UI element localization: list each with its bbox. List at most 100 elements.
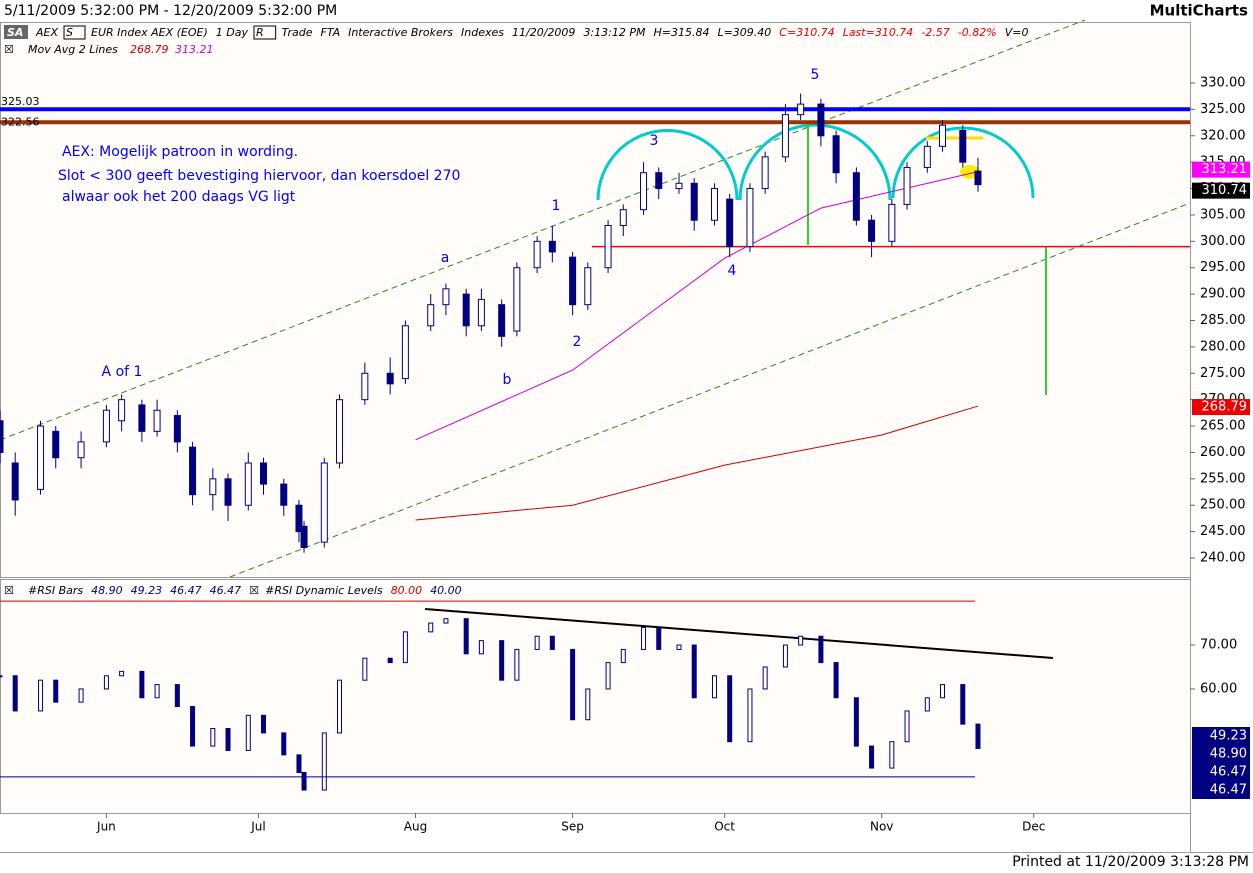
candle-body xyxy=(11,462,19,501)
rsi-bar xyxy=(514,648,520,681)
annotation: alwaar ook het 200 daags VG ligt xyxy=(62,189,296,205)
rsi-bar xyxy=(210,728,216,747)
rsi-bar xyxy=(570,648,576,721)
rsi-bar xyxy=(78,688,84,703)
candle-body xyxy=(0,420,4,453)
candle-body xyxy=(244,462,252,506)
candle-body xyxy=(442,288,450,306)
status-item: V=0 xyxy=(1005,26,1029,39)
study-value: 49.23 xyxy=(131,584,163,597)
rsi-bar xyxy=(762,666,768,690)
candle-body xyxy=(817,103,825,137)
candle-body xyxy=(781,114,789,158)
status-item: AEX xyxy=(35,26,58,39)
rsi-bar xyxy=(641,626,647,650)
rsi-bar xyxy=(534,635,540,650)
rsi-bar xyxy=(605,662,611,690)
candle-body xyxy=(37,425,45,490)
brand: MultiCharts xyxy=(1150,2,1248,20)
channel-bottom xyxy=(229,202,1191,578)
rsi-bar xyxy=(0,675,3,678)
study-name: #RSI Bars xyxy=(28,584,83,597)
y-tick-label: 320.00 xyxy=(1200,128,1246,143)
level-label: 325.03 xyxy=(1,95,40,108)
candle-body xyxy=(401,325,409,380)
x-tick-label: Nov xyxy=(870,820,893,834)
rsi-bar xyxy=(301,771,307,791)
candle-body xyxy=(361,372,369,401)
rsi-value-box xyxy=(1192,727,1250,799)
annotation: 5 xyxy=(811,67,820,83)
status-item: -0.82% xyxy=(958,26,997,39)
candle-body xyxy=(690,182,698,221)
rsi-bar xyxy=(549,635,555,650)
symbol-box xyxy=(4,25,28,39)
annotation: 4 xyxy=(728,263,737,279)
rsi-bar xyxy=(747,688,753,743)
y-tick-label: 250.00 xyxy=(1200,498,1246,513)
rsi-bar xyxy=(38,679,44,712)
moving-average xyxy=(415,171,979,441)
status-item: R xyxy=(256,26,264,39)
rsi-bar xyxy=(190,706,196,747)
candle-body xyxy=(153,409,161,432)
candle-body xyxy=(959,130,967,163)
study-value: 48.90 xyxy=(91,584,123,597)
rsi-bar xyxy=(154,684,160,699)
y-tick-label: 265.00 xyxy=(1200,419,1246,434)
y-tick-label: 290.00 xyxy=(1200,287,1246,302)
status-item: EUR Index AEX (EOE) xyxy=(91,26,208,39)
annotation: Slot < 300 geeft bevestiging hiervoor, d… xyxy=(58,168,460,184)
status-item: Interactive Brokers xyxy=(348,26,453,39)
candle-body xyxy=(569,256,577,306)
rsi-bar xyxy=(499,640,505,681)
rsi-bar xyxy=(337,679,343,734)
study-name: #RSI Dynamic Levels xyxy=(265,584,383,597)
y-tick-label: 245.00 xyxy=(1200,524,1246,539)
rsi-bar xyxy=(889,741,895,769)
study-value: 46.47 xyxy=(170,584,202,597)
status-item: -2.57 xyxy=(921,26,949,39)
rsi-bar xyxy=(139,670,145,699)
y-tick-label: 295.00 xyxy=(1200,260,1246,275)
close-icon: ☒ xyxy=(249,584,259,597)
candle-body xyxy=(118,399,126,422)
candle-body xyxy=(832,135,840,174)
y-tick-label: 60.00 xyxy=(1200,681,1237,696)
rsi-bar xyxy=(53,679,59,703)
rsi-bar xyxy=(904,710,910,743)
y-tick-label: 330.00 xyxy=(1200,76,1246,91)
candle-body xyxy=(320,462,328,543)
level-label: 322.56 xyxy=(1,115,40,128)
rsi-value: 49.23 xyxy=(1210,729,1247,744)
candle-body xyxy=(259,462,267,485)
rsi-bar xyxy=(818,635,824,664)
rsi-bar xyxy=(321,732,327,791)
candle-body xyxy=(640,172,648,211)
annotation: b xyxy=(503,372,512,388)
annotation: 2 xyxy=(573,334,582,350)
status-item: C=310.74 xyxy=(779,26,834,39)
rsi-bar xyxy=(296,754,302,773)
status-box xyxy=(63,25,86,40)
rsi-value: 48.90 xyxy=(1210,747,1247,762)
candle-body xyxy=(427,304,435,327)
candle-body xyxy=(923,145,931,168)
rsi-trendline xyxy=(424,608,1054,659)
candle-body xyxy=(903,166,911,205)
y-tick-label: 255.00 xyxy=(1200,471,1246,486)
rsi-bar xyxy=(869,745,875,769)
x-tick-label: Sep xyxy=(561,820,584,834)
rsi-bar xyxy=(924,697,930,712)
candle-body xyxy=(852,172,860,221)
status-item: 3:13:12 PM xyxy=(583,26,646,39)
study-value: 46.47 xyxy=(210,584,242,597)
rsi-bar xyxy=(782,644,788,668)
candle-body xyxy=(655,172,663,190)
rsi-bar xyxy=(676,644,682,650)
candle-body xyxy=(761,156,769,190)
moving-average xyxy=(415,405,979,521)
status-item: 11/20/2009 xyxy=(512,26,575,39)
candle-body xyxy=(138,404,146,432)
candle-body xyxy=(498,304,506,337)
